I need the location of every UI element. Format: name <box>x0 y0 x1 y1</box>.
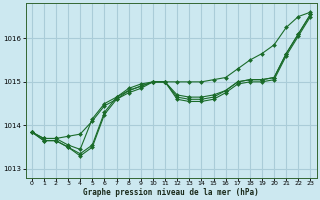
X-axis label: Graphe pression niveau de la mer (hPa): Graphe pression niveau de la mer (hPa) <box>83 188 259 197</box>
